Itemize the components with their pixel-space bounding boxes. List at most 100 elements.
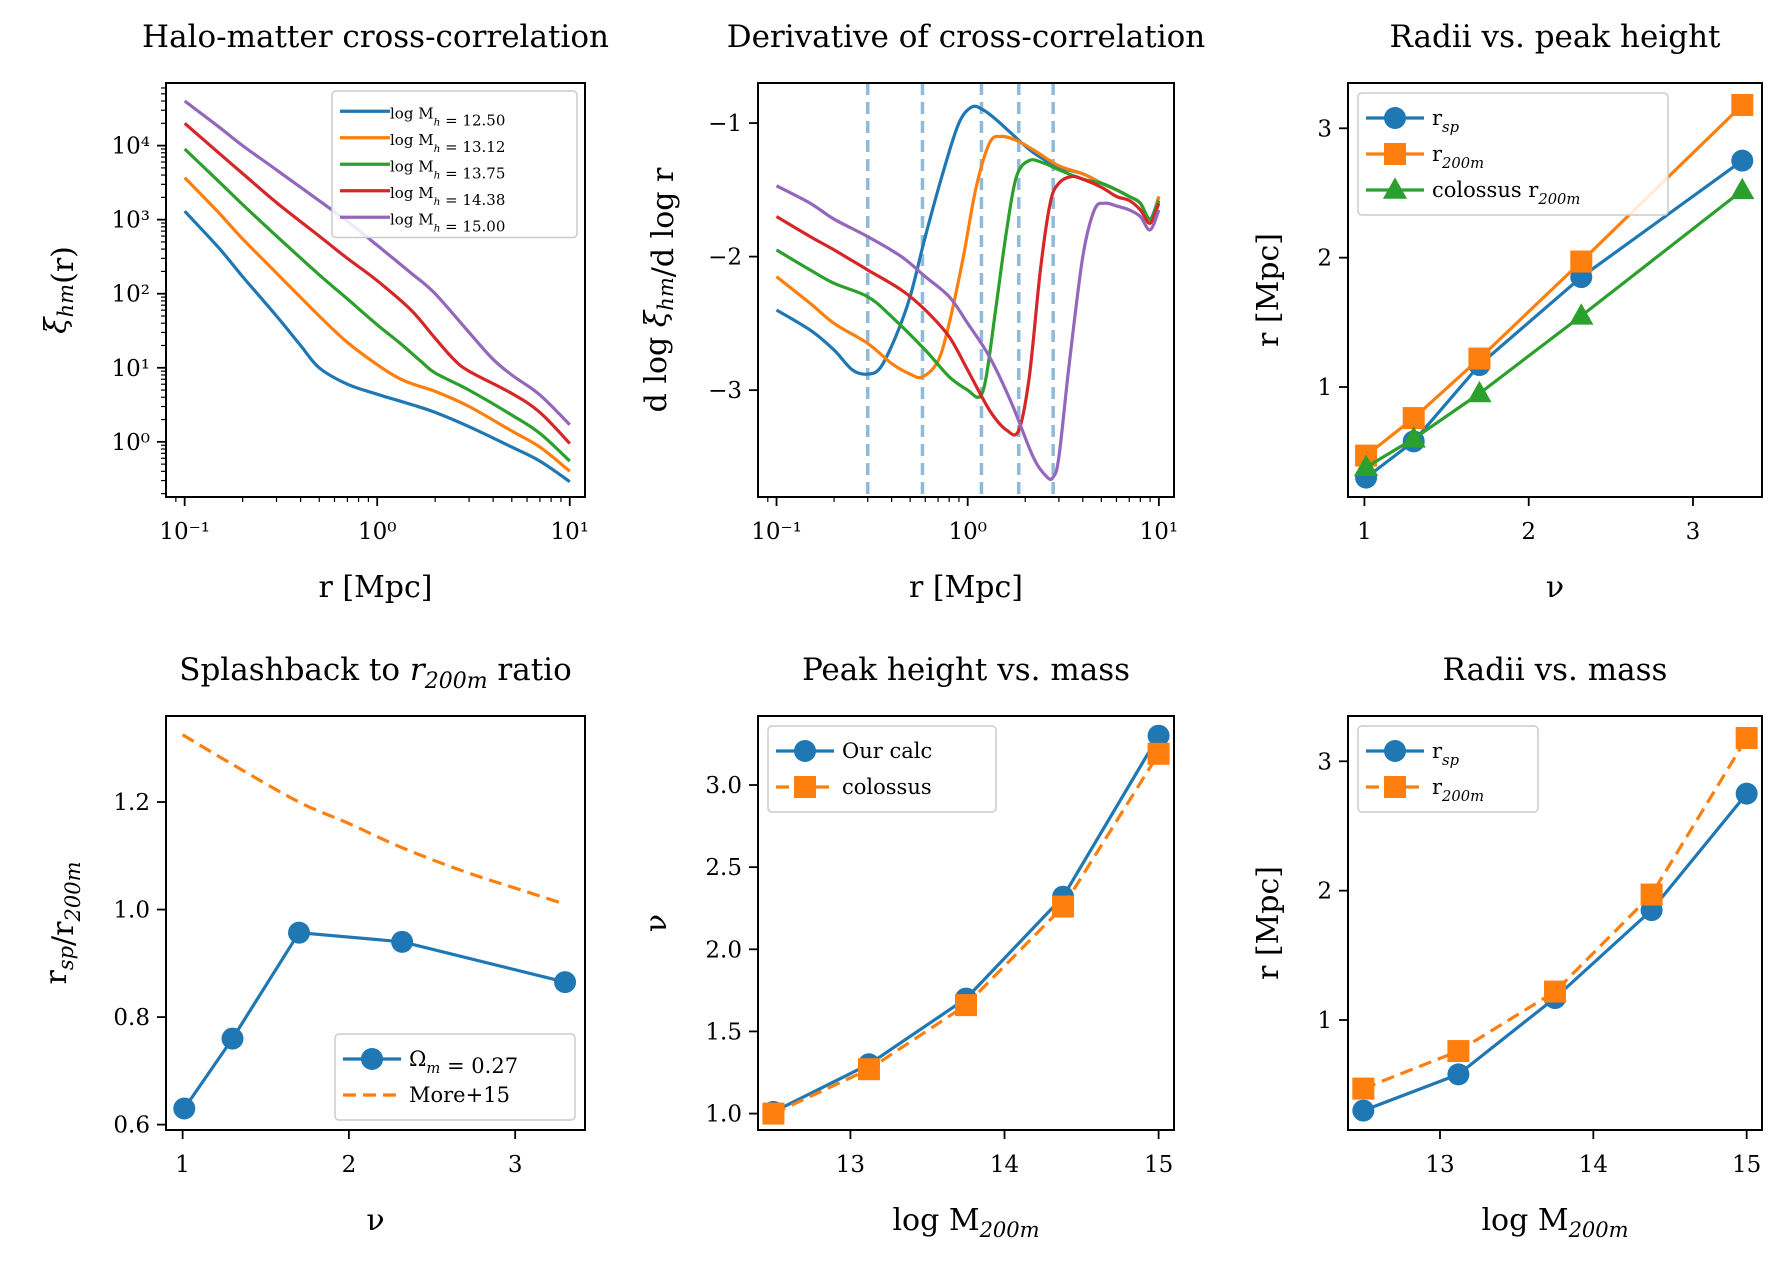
legend-label: r200m	[1432, 142, 1484, 172]
y-tick-label: 0.6	[113, 1113, 150, 1139]
chart-title: Halo-matter cross-correlation	[142, 19, 609, 55]
data-point	[1544, 980, 1566, 1003]
series-line	[183, 122, 571, 445]
series-line	[775, 174, 1161, 437]
y-axis-label: ξhm(r)	[39, 246, 81, 334]
data-point	[762, 1102, 785, 1125]
chart-panel-1: 10⁻¹ 10⁰ 10¹ 10⁰ 10¹ 10² 10³ 10⁴ Halo-matter cro…	[39, 19, 609, 605]
y-axis-label: d log ξhm/d log r	[639, 167, 681, 412]
legend-frame	[1357, 92, 1669, 216]
data-point	[1352, 1099, 1375, 1122]
y-tick-label: 3	[1317, 749, 1332, 775]
plot-area	[775, 83, 1161, 497]
series-line	[183, 210, 571, 484]
chart-panel-3: 1 2 3 1 2 3 Radii vs. peak height ν r [Mpc] rsp r2…	[1251, 19, 1763, 605]
x-tick-label: 10⁻¹	[751, 519, 802, 545]
x-tick-label: 14	[990, 1152, 1019, 1178]
chart-title: Splashback to r200m ratio	[179, 652, 572, 694]
legend-label: colossus	[842, 775, 932, 799]
series-line	[775, 184, 1161, 482]
chart-panel-6: 13 14 15 1 2 3 Radii vs. mass log M200m r [Mpc] r…	[1251, 652, 1763, 1242]
series-line	[775, 134, 1161, 380]
chart-title: Peak height vs. mass	[802, 652, 1130, 688]
y-tick-label: −2	[708, 245, 742, 271]
legend: Ωm = 0.27 More+15	[334, 1033, 576, 1121]
y-axis-label: r [Mpc]	[1251, 866, 1286, 980]
y-tick-label: 1.0	[113, 898, 150, 924]
y-tick-label: 1	[1317, 1008, 1332, 1034]
data-point	[1467, 380, 1492, 403]
y-tick-label: 1.0	[705, 1102, 742, 1128]
series-line	[1362, 737, 1749, 1091]
x-tick-label: 10⁰	[358, 519, 397, 545]
data-point	[391, 930, 414, 953]
chart-title: Derivative of cross-correlation	[727, 19, 1206, 55]
legend-label: Ωm = 0.27	[409, 1047, 518, 1078]
legend-label: More+15	[409, 1083, 510, 1107]
data-point	[1352, 1077, 1375, 1100]
y-tick-label: 2	[1317, 879, 1332, 905]
data-point	[1569, 303, 1594, 325]
legend-label: r200m	[1432, 775, 1484, 805]
x-tick-label: 10¹	[551, 519, 590, 545]
chart-panel-2: 10⁻¹ 10⁰ 10¹ −1 −2 −3 Derivative of cross-corr…	[639, 19, 1205, 605]
data-point	[221, 1027, 244, 1050]
data-point	[1640, 883, 1663, 906]
x-tick-label: 1	[175, 1152, 190, 1178]
legend: Our calc colossus	[767, 725, 997, 813]
plot-area	[1352, 726, 1758, 1122]
x-tick-label: 13	[1425, 1152, 1454, 1178]
data-point	[1731, 149, 1754, 172]
data-point	[1402, 407, 1425, 430]
y-axis-label: rsp/r200m	[39, 861, 85, 984]
data-point	[288, 921, 311, 944]
chart-title: Radii vs. mass	[1443, 652, 1668, 688]
legend-frame	[767, 725, 997, 813]
legend-marker	[1382, 177, 1408, 199]
data-point	[857, 1058, 880, 1081]
axes-frame	[165, 82, 586, 498]
data-point	[1447, 1040, 1470, 1063]
y-tick-label: 3.0	[705, 773, 742, 799]
y-tick-label: 1.5	[705, 1019, 742, 1045]
y-tick-label: 10³	[112, 208, 151, 234]
x-axis-label: r [Mpc]	[909, 570, 1023, 605]
series-line	[183, 176, 571, 473]
x-tick-label: 10⁻¹	[159, 519, 210, 545]
y-tick-label: −3	[708, 378, 742, 404]
y-tick-label: 3	[1317, 116, 1332, 142]
plot-area	[173, 733, 577, 1120]
x-tick-label: 3	[1686, 519, 1701, 545]
x-axis-label: ν	[1546, 570, 1564, 605]
data-point	[1730, 177, 1755, 200]
axes-frame	[757, 715, 1175, 1131]
x-tick-label: 3	[508, 1152, 523, 1178]
series-line	[1362, 792, 1748, 1113]
axes-frame	[1347, 715, 1763, 1131]
y-tick-label: 2.5	[705, 855, 742, 881]
axes-frame	[165, 715, 586, 1131]
data-point	[1468, 347, 1491, 370]
data-point	[1735, 782, 1758, 805]
data-point	[1401, 426, 1426, 448]
data-point	[554, 971, 577, 994]
chart-panel-4: 1 2 3 0.6 0.8 1.0 1.2 Splashback to r200m ratio…	[39, 652, 586, 1238]
legend-label: colossus r200m	[1432, 178, 1580, 208]
legend-marker	[1384, 143, 1406, 165]
series-line	[183, 147, 571, 463]
chart-panel-5: 13 14 15 1.0 1.5 2.0 2.5 3.0 Peak height vs. mas…	[639, 652, 1175, 1242]
x-tick-label: 13	[836, 1152, 865, 1178]
series-line	[183, 99, 571, 426]
legend-label: rsp	[1432, 106, 1460, 136]
y-tick-label: 1.2	[113, 790, 150, 816]
data-point	[1353, 454, 1379, 477]
chart-title: Radii vs. peak height	[1390, 19, 1722, 55]
y-tick-label: 0.8	[113, 1005, 150, 1031]
x-tick-label: 10¹	[1140, 519, 1179, 545]
x-axis-label: ν	[366, 1203, 384, 1238]
data-point	[1570, 250, 1593, 273]
legend-label: Our calc	[842, 739, 932, 763]
legend-marker	[1384, 740, 1406, 762]
